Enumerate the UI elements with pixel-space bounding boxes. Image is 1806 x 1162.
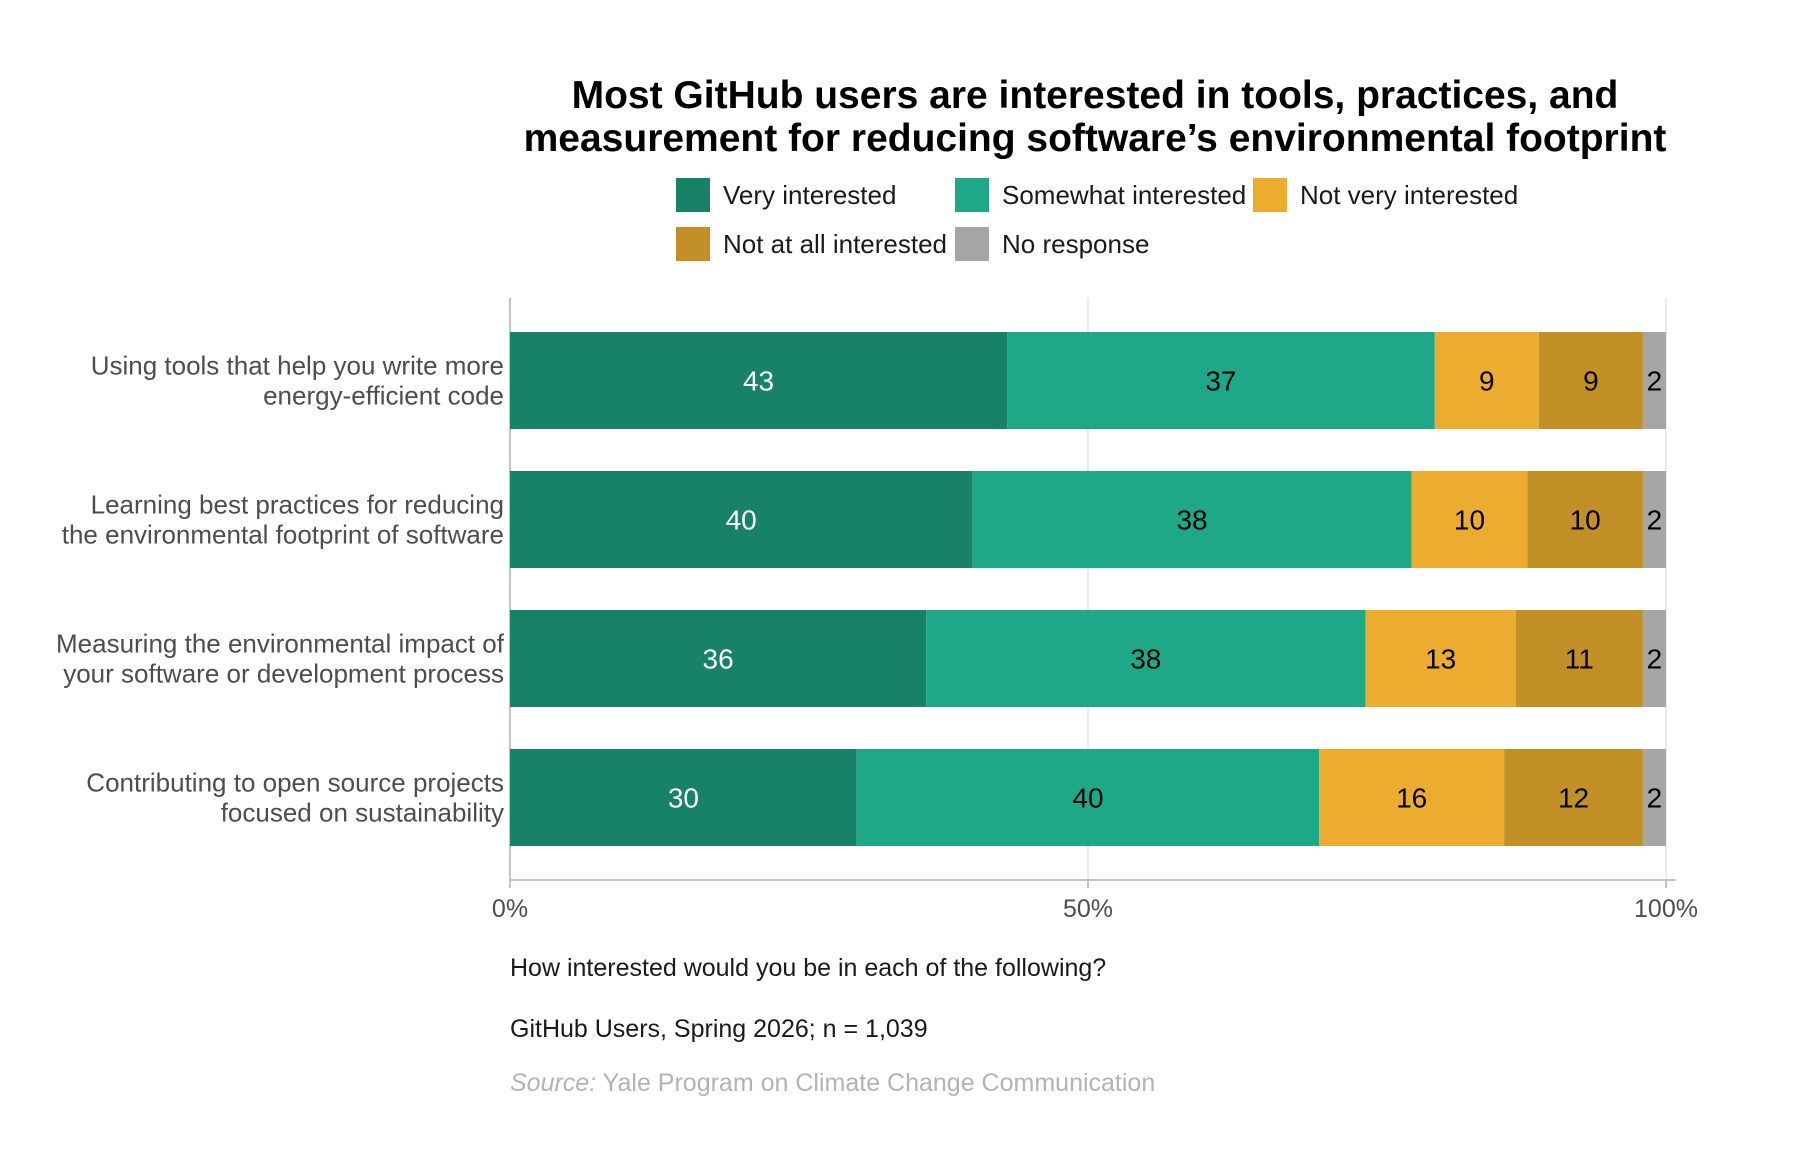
bar-segment (510, 332, 1008, 429)
bar-segment (1504, 749, 1643, 846)
bar-value-label: 9 (1583, 366, 1599, 397)
source-label: Source: (510, 1069, 597, 1097)
bar-segment (510, 471, 973, 568)
bar-value-label: 30 (668, 783, 699, 814)
bar-value-label: 10 (1570, 505, 1601, 536)
sample-note: GitHub Users, Spring 2026; n = 1,039 (510, 1015, 928, 1043)
bar-value-label: 40 (1072, 783, 1103, 814)
y-category-label: Measuring the environmental impact of (56, 629, 505, 659)
source-note: Source: Yale Program on Climate Change C… (510, 1069, 1155, 1098)
legend-swatch-no-response (955, 227, 989, 261)
y-category-label: Using tools that help you write more (91, 351, 504, 381)
bar-value-label: 2 (1647, 366, 1663, 397)
legend-item-not-very-interested: Not very interested (1253, 178, 1518, 212)
legend-swatch-not-very-interested (1253, 178, 1287, 212)
bar-segment (1538, 332, 1643, 429)
bar-segment (510, 610, 927, 707)
x-tick-label: 100% (1634, 895, 1698, 923)
bar-segment (1411, 471, 1528, 568)
legend-item-not-at-all-interested: Not at all interested (676, 227, 947, 261)
bar-segment (1434, 332, 1539, 429)
bar-segment (1642, 332, 1666, 429)
y-category-label: Learning best practices for reducing (91, 490, 504, 520)
bar-value-label: 2 (1647, 783, 1663, 814)
chart-title-line-2: measurement for reducing software’s envi… (523, 117, 1667, 160)
bar-value-label: 43 (743, 366, 774, 397)
x-tick-label: 50% (1063, 895, 1113, 923)
legend-label-very-interested: Very interested (723, 179, 897, 210)
legend-swatch-very-interested (676, 178, 710, 212)
bar-value-label: 38 (1176, 505, 1207, 536)
bar-segment (1642, 610, 1666, 707)
bar-value-label: 16 (1396, 783, 1427, 814)
legend-item-very-interested: Very interested (676, 178, 896, 212)
bar-value-label: 9 (1479, 366, 1495, 397)
bar-segment (856, 749, 1320, 846)
legend-label-not-very-interested: Not very interested (1300, 179, 1519, 210)
y-category-label: the environmental footprint of software (62, 520, 504, 550)
y-category-label: energy-efficient code (263, 381, 504, 411)
chart-title-line-1: Most GitHub users are interested in tool… (571, 74, 1619, 117)
legend-item-no-response: No response (955, 227, 1149, 261)
bar-segment (1365, 610, 1516, 707)
y-category-label: your software or development process (63, 659, 504, 689)
bar-value-label: 40 (726, 505, 757, 536)
y-category-label: Contributing to open source projects (86, 768, 504, 798)
bar-value-label: 12 (1558, 783, 1589, 814)
bar-value-label: 2 (1647, 644, 1663, 675)
bar-segment (510, 749, 857, 846)
legend-label-no-response: No response (1002, 228, 1150, 259)
bar-value-label: 13 (1425, 644, 1456, 675)
bar-value-label: 2 (1647, 505, 1663, 536)
bar-segment (1642, 749, 1666, 846)
legend-label-not-at-all-interested: Not at all interested (723, 228, 948, 259)
bar-value-label: 38 (1130, 644, 1161, 675)
source-text: Yale Program on Climate Change Communica… (596, 1069, 1156, 1097)
legend-swatch-somewhat-interested (955, 178, 989, 212)
bar-value-label: 11 (1565, 644, 1594, 675)
bar-segment (1642, 471, 1666, 568)
bar-segment (1007, 332, 1435, 429)
bar-segment (972, 471, 1412, 568)
x-tick-label: 0% (492, 895, 528, 923)
bar-value-label: 37 (1205, 366, 1236, 397)
legend-label-somewhat-interested: Somewhat interested (1002, 179, 1247, 210)
legend-item-somewhat-interested: Somewhat interested (955, 178, 1246, 212)
bar-value-label: 36 (703, 644, 734, 675)
bar-segment (926, 610, 1366, 707)
survey-question: How interested would you be in each of t… (510, 954, 1107, 982)
bar-segment (1319, 749, 1505, 846)
y-category-label: focused on sustainability (221, 798, 504, 828)
bar-segment (1515, 610, 1643, 707)
legend-swatch-not-at-all-interested (676, 227, 710, 261)
bar-segment (1527, 471, 1643, 568)
bar-value-label: 10 (1454, 505, 1485, 536)
